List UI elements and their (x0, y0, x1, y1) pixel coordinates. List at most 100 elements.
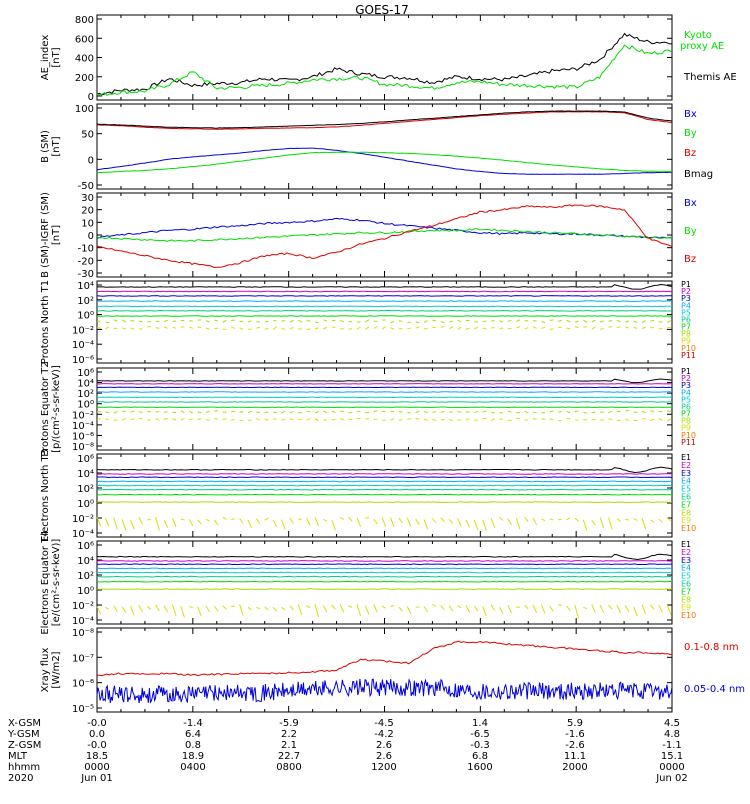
band-line (97, 481, 672, 482)
band-line-noisy (290, 606, 294, 610)
band-line-noisy (449, 419, 453, 420)
ytick-label: 600 (75, 34, 94, 45)
band-line-noisy (206, 519, 210, 521)
band-line-noisy (248, 411, 252, 412)
band-line-noisy (256, 419, 260, 420)
panel-ylabel: [nT] (51, 136, 62, 156)
band-line-noisy (558, 320, 562, 321)
ytick-label: 800 (75, 15, 94, 26)
ephemeris-value: 22.7 (278, 751, 300, 762)
ephemeris-value: 0800 (276, 762, 301, 773)
band-line-noisy (642, 321, 646, 323)
band-line-noisy (642, 327, 646, 328)
band-line-noisy (583, 607, 587, 608)
band-line-noisy (525, 605, 529, 608)
ephemeris-value: 2000 (562, 762, 587, 773)
band-line-noisy (541, 519, 545, 521)
ephemeris-value: -1.6 (565, 729, 585, 740)
band-line-noisy (273, 520, 277, 527)
ytick-label: 10² (77, 389, 94, 400)
ephemeris-value: 18.9 (182, 751, 204, 762)
band-line-noisy (307, 518, 311, 525)
band-line-noisy (650, 411, 654, 412)
band-line (97, 407, 672, 408)
band-line-noisy (424, 419, 428, 420)
band-line-noisy (609, 411, 613, 412)
legend-entry: P11 (681, 351, 696, 360)
band-line-noisy (491, 412, 495, 413)
band-line-noisy (600, 412, 604, 413)
band-line-noisy (147, 519, 151, 520)
band-line-noisy (650, 419, 654, 420)
band-line-noisy (223, 419, 227, 420)
band-line-noisy (323, 606, 327, 613)
band-line-noisy (483, 520, 487, 531)
ytick-label: 10⁴ (77, 556, 94, 567)
band-line-noisy (357, 518, 361, 527)
band-line-noisy (491, 605, 495, 611)
band-line-noisy (206, 321, 210, 323)
band-line-noisy (164, 327, 168, 328)
ephemeris-value: -4.2 (374, 729, 394, 740)
ephemeris-row-label: Z-GSM (8, 740, 41, 751)
band-line-noisy (650, 520, 654, 523)
ytick-label: 10⁻⁷ (72, 653, 94, 664)
band-line-noisy (214, 520, 218, 525)
band-line-noisy (172, 321, 176, 322)
band-line-noisy (399, 607, 403, 611)
legend-entry: By (684, 226, 697, 237)
band-line-noisy (349, 517, 353, 521)
panel-frame-e2 (97, 541, 672, 624)
band-line-noisy (583, 320, 587, 322)
band-line-noisy (265, 607, 269, 610)
band-line-noisy (541, 605, 545, 614)
band-line-noisy (139, 605, 143, 612)
band-line-noisy (298, 419, 302, 420)
band-line-noisy (198, 607, 202, 616)
band-line-noisy (365, 605, 369, 614)
band-line-noisy (382, 517, 386, 526)
band-line-noisy (231, 419, 235, 420)
band-line-noisy (575, 605, 579, 618)
band-line-noisy (466, 328, 470, 329)
legend-entry: P11 (681, 438, 696, 447)
series-line-kyoto-proxy-ae (97, 45, 672, 95)
band-line-noisy (156, 605, 160, 611)
ephemeris-value: 4.5 (664, 718, 680, 729)
band-line (97, 402, 672, 403)
band-line-noisy (332, 411, 336, 412)
band-line-noisy (474, 520, 478, 530)
band-line (97, 467, 672, 472)
band-line-noisy (265, 518, 269, 520)
band-line-noisy (617, 605, 621, 613)
band-line-noisy (449, 327, 453, 329)
band-line-noisy (315, 517, 319, 526)
ytick-label: 10⁰ (77, 311, 94, 322)
band-line-noisy (240, 412, 244, 413)
band-line-noisy (407, 322, 411, 323)
ephemeris-value: -2.6 (565, 740, 585, 751)
band-line-noisy (567, 328, 571, 329)
band-line-noisy (147, 321, 151, 322)
ytick-label: 10⁶ (77, 454, 94, 465)
legend-entry: Bz (684, 148, 696, 159)
band-line-noisy (483, 606, 487, 616)
panel-frame-ae (97, 15, 672, 100)
series-line-by (97, 152, 672, 173)
ephemeris-value: 6.8 (472, 751, 488, 762)
band-line-noisy (164, 520, 168, 527)
band-line-noisy (105, 607, 109, 609)
panel-ylabel: Protons Equator T2 (40, 361, 51, 457)
band-line-noisy (441, 518, 445, 522)
band-line-noisy (600, 518, 604, 528)
band-line-noisy (533, 418, 537, 419)
band-line-noisy (240, 518, 244, 523)
band-line-noisy (340, 604, 344, 612)
band-line (97, 477, 672, 478)
band-line-noisy (466, 605, 470, 612)
band-line-noisy (592, 327, 596, 329)
band-line-noisy (550, 320, 554, 321)
ephemeris-value: -6.5 (470, 729, 490, 740)
